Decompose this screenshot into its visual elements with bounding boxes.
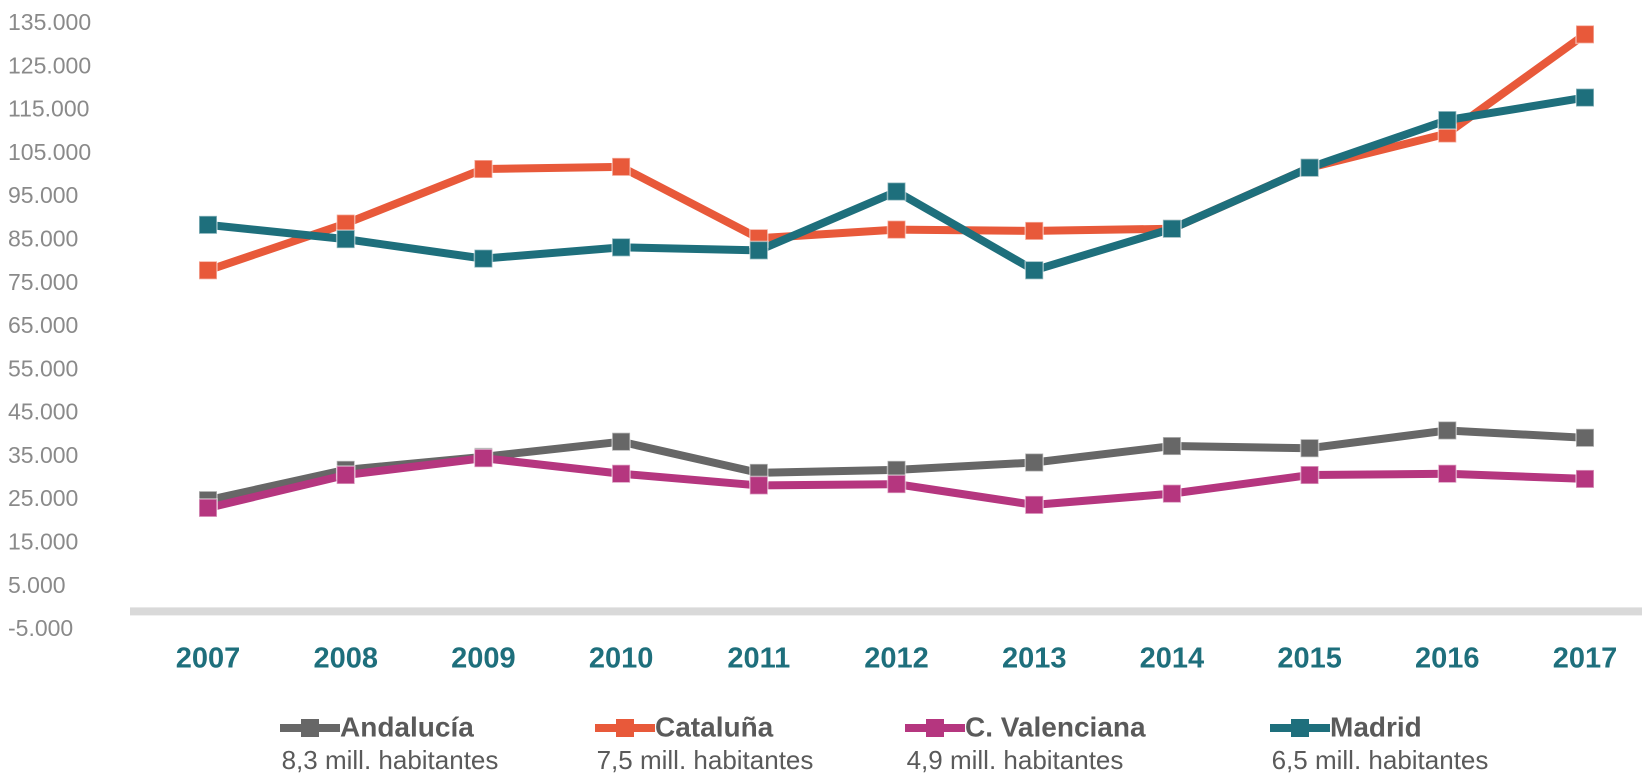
marker	[1299, 438, 1320, 458]
legend-subtitle: 4,9 mill. habitantes	[907, 745, 1124, 775]
marker	[886, 219, 907, 240]
y-tick-label: 85.000	[8, 226, 78, 252]
y-tick-label: 5.000	[8, 572, 66, 598]
marker	[1299, 465, 1320, 485]
marker	[1437, 420, 1458, 441]
legend-label: C. Valenciana	[965, 711, 1146, 742]
x-tick-label: 2009	[451, 643, 516, 675]
marker	[335, 465, 356, 485]
y-tick-label: 125.000	[8, 52, 91, 78]
marker	[1024, 260, 1044, 281]
marker	[1162, 436, 1182, 456]
y-tick-label: 65.000	[8, 312, 78, 338]
legend-marker	[1291, 719, 1309, 737]
marker	[335, 229, 356, 249]
legend-label: Madrid	[1330, 711, 1422, 742]
marker	[611, 431, 631, 452]
y-tick-label: 35.000	[8, 442, 78, 468]
marker	[1437, 463, 1458, 484]
y-tick-label: 135.000	[8, 9, 91, 35]
marker	[1575, 24, 1595, 45]
marker	[611, 157, 631, 177]
legend-subtitle: 6,5 mill. habitantes	[1272, 745, 1489, 775]
y-tick-label: 95.000	[8, 182, 78, 208]
marker	[749, 240, 769, 261]
marker	[1575, 469, 1595, 489]
legend-marker	[926, 719, 944, 737]
marker	[1162, 218, 1182, 239]
marker	[1299, 157, 1320, 178]
marker	[1575, 428, 1595, 448]
marker	[473, 159, 494, 179]
marker	[198, 215, 218, 235]
y-tick-label: 15.000	[8, 529, 78, 555]
marker	[198, 260, 218, 281]
x-tick-label: 2011	[727, 643, 790, 675]
x-tick-label: 2013	[1002, 643, 1067, 675]
x-tick-label: 2008	[313, 643, 378, 675]
x-tick-label: 2015	[1277, 643, 1342, 675]
x-tick-label: 2017	[1553, 643, 1618, 675]
marker	[611, 463, 631, 484]
x-tick-label: 2014	[1140, 643, 1205, 675]
y-tick-label: 25.000	[8, 485, 78, 511]
marker	[1024, 495, 1044, 515]
x-tick-label: 2012	[864, 643, 929, 675]
marker	[749, 475, 769, 496]
marker	[1024, 221, 1044, 241]
marker	[473, 248, 494, 269]
x-tick-label: 2010	[589, 643, 654, 675]
x-tick-label: 2007	[176, 643, 241, 675]
y-tick-label: 115.000	[8, 96, 89, 122]
marker	[198, 498, 218, 518]
y-tick-label: 75.000	[8, 269, 78, 295]
marker	[1162, 483, 1182, 504]
y-tick-label: 55.000	[8, 355, 78, 381]
y-tick-label: 45.000	[8, 399, 78, 425]
marker	[1024, 452, 1044, 473]
y-tick-label: -5.000	[8, 615, 73, 641]
marker	[886, 181, 907, 202]
legend-subtitle: 8,3 mill. habitantes	[282, 745, 499, 775]
legend-label: Andalucía	[340, 711, 474, 742]
legend-label: Cataluña	[655, 711, 774, 742]
marker	[611, 237, 631, 258]
x-tick-label: 2016	[1415, 643, 1480, 675]
legend-marker	[616, 719, 634, 737]
marker	[1575, 87, 1595, 108]
marker	[1437, 110, 1458, 130]
y-tick-label: 105.000	[8, 139, 91, 165]
marker	[886, 474, 907, 494]
legend-subtitle: 7,5 mill. habitantes	[597, 745, 814, 775]
legend-marker	[301, 719, 319, 737]
marker	[473, 448, 494, 468]
